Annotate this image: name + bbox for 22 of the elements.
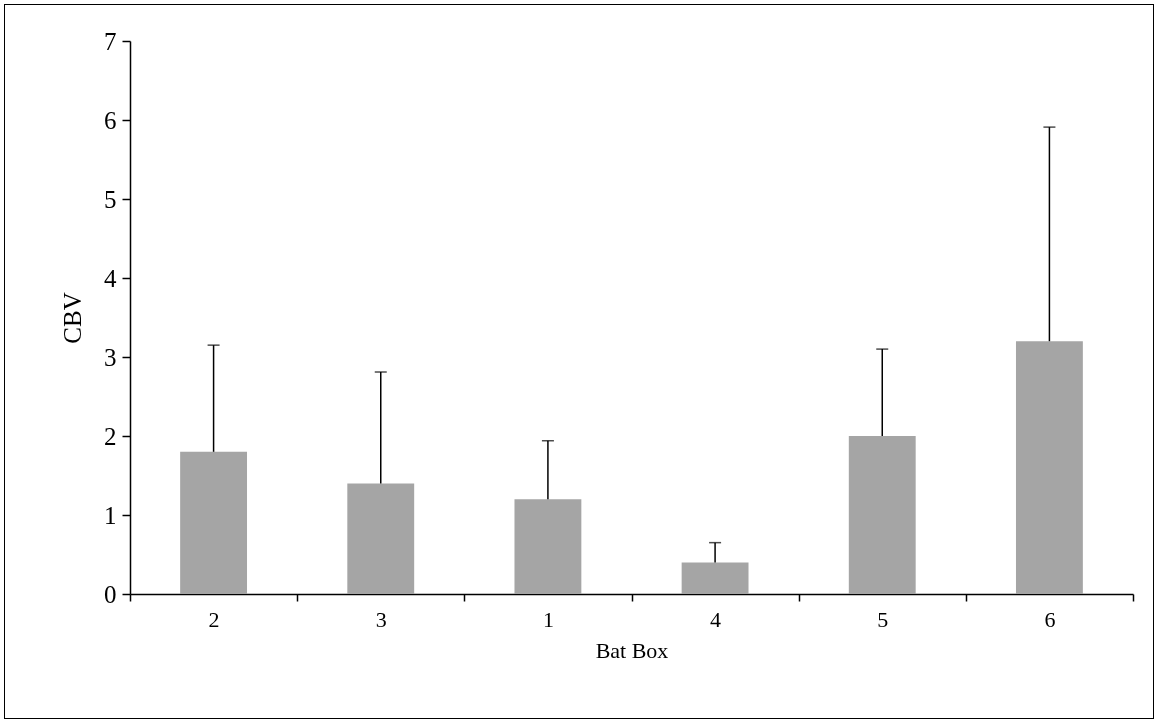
bar (1015, 341, 1083, 594)
bar (180, 451, 248, 594)
bar (681, 562, 749, 594)
y-tick-label: 1 (104, 501, 117, 529)
x-tick-label: 5 (877, 606, 889, 632)
y-tick-label: 4 (104, 264, 117, 292)
bar (347, 483, 415, 594)
x-tick-label: 4 (710, 606, 722, 632)
y-tick-label: 5 (104, 185, 117, 213)
y-axis-title: CBV (59, 292, 86, 344)
x-tick-label: 6 (1044, 606, 1056, 632)
x-tick-label: 3 (375, 606, 387, 632)
x-tick-label: 1 (542, 606, 554, 632)
y-tick-label: 0 (104, 580, 117, 608)
y-tick-label: 3 (104, 343, 117, 371)
x-axis-title: Bat Box (595, 637, 669, 663)
x-tick-label: 2 (208, 606, 220, 632)
y-tick-label: 6 (104, 106, 117, 134)
bar (514, 499, 582, 594)
bar (848, 436, 916, 594)
y-tick-label: 2 (104, 422, 117, 450)
y-tick-label: 7 (104, 27, 117, 55)
